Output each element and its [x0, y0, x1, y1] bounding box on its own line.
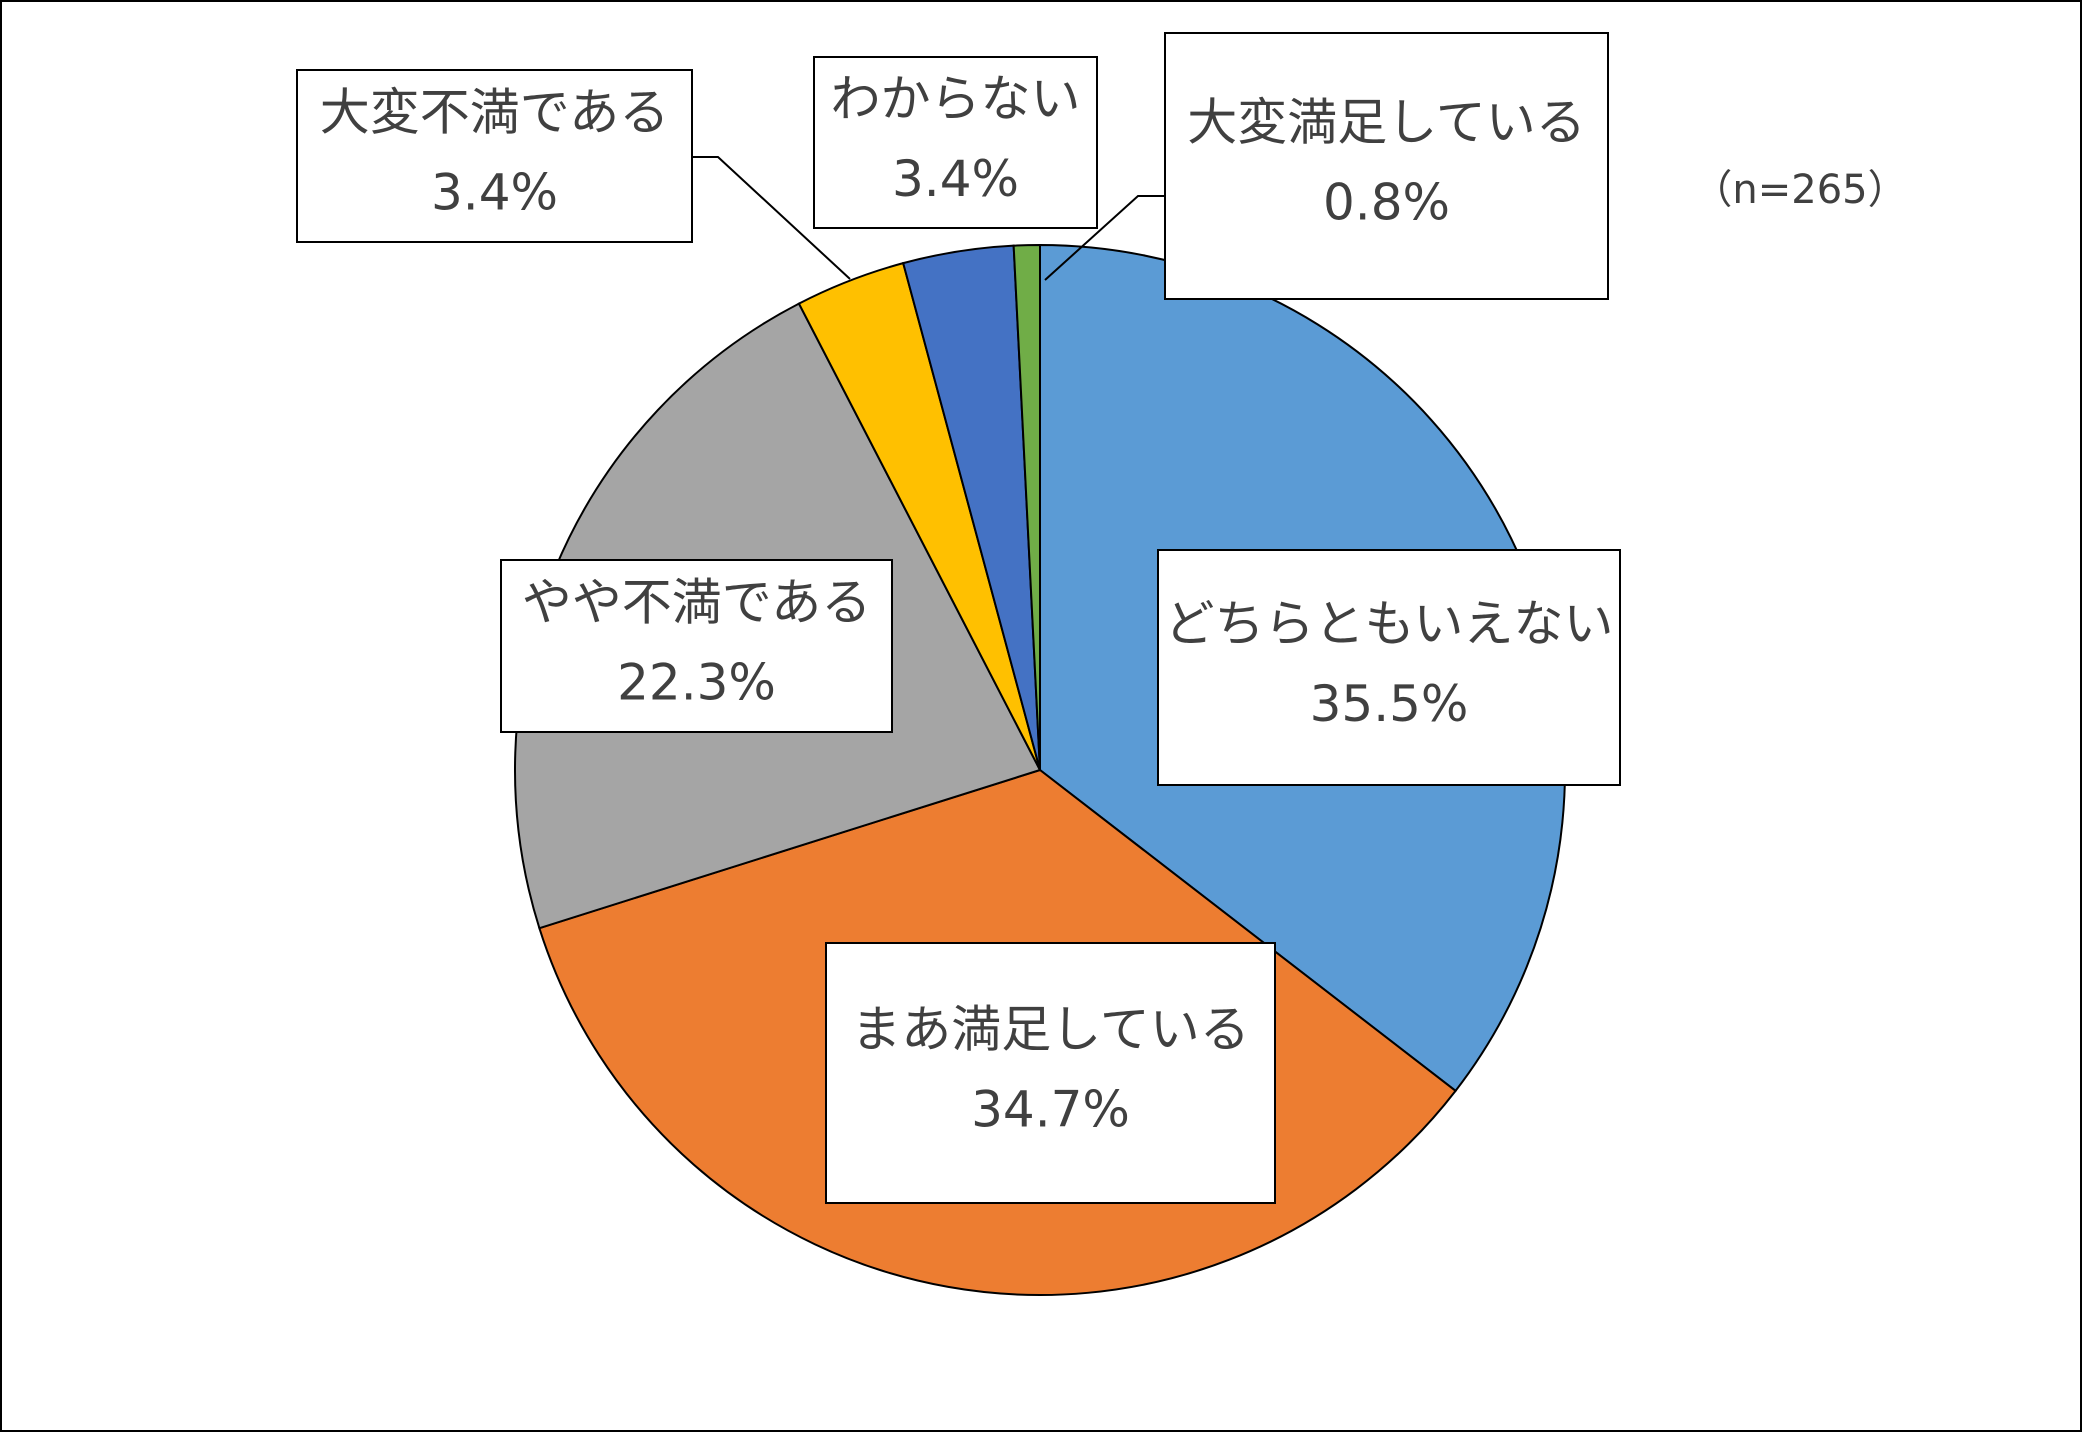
category-label: どちらともいえない [1165, 595, 1614, 653]
category-label: まあ満足している [851, 1001, 1250, 1059]
category-label: やや不満である [522, 574, 872, 632]
label-box [1164, 32, 1609, 300]
leader-line [1044, 195, 1165, 281]
label-box [296, 69, 693, 243]
value-label: 0.8% [1323, 174, 1450, 232]
value-label: 3.4% [431, 164, 558, 222]
category-label: 大変満足している [1187, 94, 1586, 152]
value-label: 34.7% [971, 1081, 1130, 1139]
label-box [1157, 549, 1621, 786]
leader-line [692, 156, 851, 280]
pie-slice [1012, 243, 1041, 771]
label-box [813, 56, 1098, 229]
value-label: 3.4% [892, 150, 1019, 208]
label-box [500, 559, 893, 733]
label-box [825, 942, 1276, 1204]
chart-subtitle: （n=265） [1692, 167, 1907, 213]
category-label: わからない [831, 70, 1081, 128]
value-label: 22.3% [617, 654, 776, 712]
value-label: 35.5% [1310, 675, 1469, 733]
category-label: 大変不満である [320, 84, 670, 142]
